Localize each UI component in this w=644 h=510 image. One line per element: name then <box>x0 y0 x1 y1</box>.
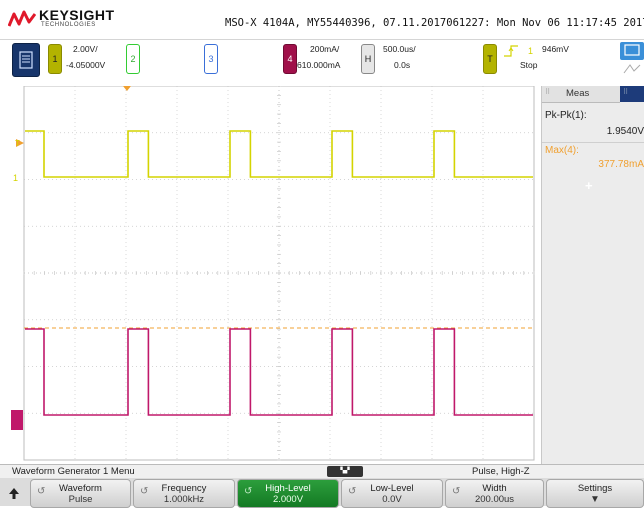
softkey-frequency-value: 1.000kHz <box>163 494 205 505</box>
trigger-level-marker[interactable] <box>16 139 24 147</box>
softkey-width-value: 200.00us <box>474 494 515 505</box>
meas-tab-grip-icon: ⠿ <box>545 89 551 96</box>
channel-4-button[interactable]: 4 <box>283 44 297 74</box>
meas-tab[interactable]: ⠿ Meas <box>542 86 620 103</box>
acquisition-state: Stop <box>520 60 538 70</box>
channel-1-level-marker[interactable]: T <box>15 139 20 148</box>
brand-name: KEYSIGHT <box>39 7 115 23</box>
back-arrow-button[interactable] <box>2 480 26 505</box>
softkey-waveform[interactable]: ↺ Waveform Pulse <box>30 479 131 508</box>
menu-title-bar: Waveform Generator 1 Menu ▚▞ Pulse, High… <box>0 464 644 479</box>
softkey-low-level-value: 0.0V <box>382 494 402 505</box>
channel-2-button[interactable]: 2 <box>126 44 140 74</box>
panel-tab-grip-icon: ⠿ <box>623 89 629 96</box>
meas-item-1-value: 1.9540V <box>606 126 644 137</box>
brand-sub: TECHNOLOGIES <box>41 22 96 28</box>
channel-4-ground-marker[interactable] <box>11 410 23 430</box>
waveform-math-icon[interactable] <box>620 62 644 76</box>
channel-3-number: 3 <box>208 54 214 64</box>
channel-1-offset: -4.05000V <box>66 60 106 70</box>
timebase-delay: 0.0s <box>394 60 411 70</box>
channel-4-trace <box>25 328 533 416</box>
horizontal-button[interactable]: H <box>361 44 375 74</box>
softkey-high-level-value: 2.000V <box>272 494 304 505</box>
trigger-edge-icon <box>504 45 518 57</box>
softkey-low-level-label: Low-Level <box>370 483 414 494</box>
horizontal-label: H <box>364 54 372 64</box>
meas-item-2-value: 377.78mA <box>598 159 644 170</box>
channel-4-scale: 200mA/ <box>310 44 340 54</box>
softkey-high-level[interactable]: ↺ High-Level 2.000V <box>237 479 339 508</box>
softkey-frequency-label: Frequency <box>161 483 207 494</box>
knob-icon: ↺ <box>140 486 149 497</box>
panel-tab-2[interactable]: ⠿ <box>620 86 644 102</box>
meas-tab-label: Meas <box>566 88 590 99</box>
header-divider <box>0 39 644 40</box>
softkey-width-label: Width <box>482 483 507 494</box>
header-bar: KEYSIGHT TECHNOLOGIES MSO-X 4104A, MY554… <box>0 0 644 86</box>
graticule-lines <box>24 86 534 460</box>
menu-title: Waveform Generator 1 Menu <box>12 466 135 477</box>
softkey-width[interactable]: ↺ Width 200.00us <box>445 479 544 508</box>
down-arrow-icon: ▼ <box>590 494 600 505</box>
timebase-scale: 500.0us/ <box>383 44 416 54</box>
softkey-high-level-label: High-Level <box>265 483 311 494</box>
trigger-label: T <box>487 54 493 64</box>
document-icon <box>19 51 33 69</box>
gen-indicator-icon: ▚▞ <box>327 466 363 477</box>
softkey-frequency[interactable]: ↺ Frequency 1.000kHz <box>133 479 235 508</box>
channel-2-number: 2 <box>130 54 136 64</box>
softkey-waveform-label: Waveform <box>59 483 102 494</box>
meas-item-2-label: Max(4): <box>545 145 579 156</box>
keysight-logo-icon <box>8 10 36 27</box>
softkey-bar: ↺ Waveform Pulse ↺ Frequency 1.000kHz ↺ … <box>0 478 644 508</box>
knob-icon: ↺ <box>452 486 461 497</box>
channel-1-trace <box>25 130 533 178</box>
channel-4-number: 4 <box>287 54 293 64</box>
softkey-low-level[interactable]: ↺ Low-Level 0.0V <box>341 479 443 508</box>
instrument-title: MSO-X 4104A, MY55440396, 07.11.201706122… <box>225 17 644 29</box>
meas-divider <box>542 142 644 143</box>
knob-icon: ↺ <box>37 486 46 497</box>
knob-icon: ↺ <box>244 486 253 497</box>
channel-3-button[interactable]: 3 <box>204 44 218 74</box>
display-button[interactable] <box>620 42 644 60</box>
trigger-button[interactable]: T <box>483 44 497 74</box>
screen-icon <box>624 44 640 56</box>
graticule-ticks <box>23 86 535 461</box>
measurement-panel: ⠿ Meas ⠿ Pk-Pk(1): 1.9540V Max(4): 377.7… <box>541 86 644 464</box>
trigger-level: 946mV <box>542 44 569 54</box>
add-measurement-icon[interactable]: + <box>585 178 593 193</box>
softkey-settings[interactable]: Settings ▼ <box>546 479 644 508</box>
menu-status: Pulse, High-Z <box>472 466 530 477</box>
main-menu-button[interactable] <box>12 43 40 77</box>
up-arrow-icon <box>9 488 19 499</box>
channel-1-number: 1 <box>52 54 58 64</box>
channel-4-offset: 610.000mA <box>297 60 341 70</box>
channel-1-scale: 2.00V/ <box>73 44 98 54</box>
trigger-source-dot: 1 <box>528 46 534 56</box>
meas-item-1-label: Pk-Pk(1): <box>545 110 587 121</box>
waveform-display[interactable]: T 1 <box>0 86 541 464</box>
channel-1-ground-marker[interactable]: 1 <box>13 173 18 183</box>
channel-1-button[interactable]: 1 <box>48 44 62 74</box>
knob-icon: ↺ <box>348 486 357 497</box>
trigger-position-marker[interactable] <box>123 86 131 91</box>
softkey-settings-label: Settings <box>577 483 613 494</box>
waveform-grid: T 1 <box>11 86 535 461</box>
softkey-waveform-value: Pulse <box>68 494 93 505</box>
